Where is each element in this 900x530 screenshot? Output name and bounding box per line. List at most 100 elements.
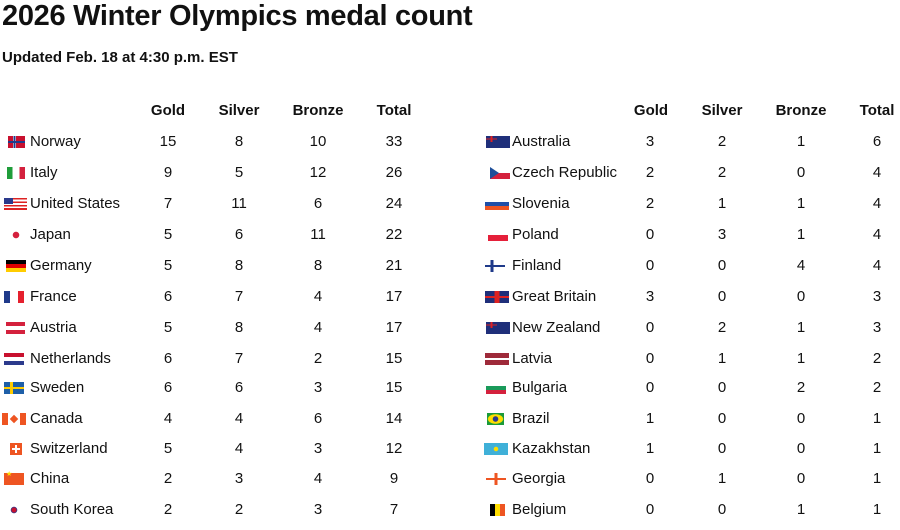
gold-count: 2 [645,195,655,212]
total-count: 1 [872,440,882,457]
table-row: South Korea 2 2 3 7 [0,500,900,520]
germany-flag-icon [6,260,26,272]
georgia-flag-icon [486,473,506,485]
total-count: 15 [385,379,403,396]
header-silver-right: Silver [701,102,743,119]
total-count: 33 [385,133,403,150]
bronze-count: 4 [313,470,323,487]
gold-count: 3 [645,133,655,150]
bronze-count: 4 [313,288,323,305]
silver-count: 6 [234,379,244,396]
belgium-flag-icon [490,504,505,516]
silver-count: 3 [234,470,244,487]
table-row: Georgia 0 1 0 1 [0,469,900,489]
country-name: Australia [512,133,571,150]
table-row: Latvia 0 1 1 2 [0,349,900,369]
bulgaria-flag-icon [486,382,506,394]
total-count: 3 [872,288,882,305]
silver-count: 1 [717,350,727,367]
header-gold-right: Gold [633,102,669,119]
country-name: Latvia [512,350,553,367]
gold-count: 0 [645,319,655,336]
table-row: Canada 4 4 6 14 [0,409,900,429]
great-britain-flag-icon [485,291,509,303]
silver-count: 2 [717,133,727,150]
country-name: Norway [30,133,81,150]
country-name: Japan [30,226,71,243]
country-name: Sweden [30,379,85,396]
silver-count: 1 [717,470,727,487]
header-bronze-left: Bronze [292,102,344,119]
bronze-count: 0 [796,410,806,427]
gold-count: 15 [159,133,177,150]
table-row: Switzerland 5 4 3 12 [0,439,900,459]
silver-count: 8 [234,257,244,274]
bronze-count: 1 [796,133,806,150]
gold-count: 5 [163,319,173,336]
silver-count: 8 [234,133,244,150]
gold-count: 3 [645,288,655,305]
bronze-count: 4 [796,257,806,274]
bronze-count: 0 [796,470,806,487]
total-count: 26 [385,164,403,181]
gold-count: 1 [645,440,655,457]
header-total-right: Total [859,102,895,119]
total-count: 17 [385,319,403,336]
silver-count: 2 [717,319,727,336]
header-silver-left: Silver [218,102,260,119]
header-total-left: Total [376,102,412,119]
table-row: France 6 7 4 17 [0,287,900,307]
usa-flag-icon [4,198,27,210]
bronze-count: 1 [796,501,806,518]
silver-count: 4 [234,440,244,457]
slovenia-flag-icon [485,198,509,210]
table-row: Finland 0 0 4 4 [0,256,900,276]
gold-count: 5 [163,440,173,457]
total-count: 14 [385,410,403,427]
country-name: Netherlands [30,350,111,367]
bronze-count: 8 [313,257,323,274]
bronze-count: 11 [310,226,326,243]
total-count: 4 [872,164,882,181]
bronze-count: 10 [309,133,327,150]
silver-count: 0 [717,501,727,518]
gold-count: 0 [645,226,655,243]
total-count: 4 [872,257,882,274]
total-count: 21 [385,257,403,274]
bronze-count: 2 [313,350,323,367]
total-count: 12 [385,440,403,457]
table-row: Brazil 1 0 0 1 [0,409,900,429]
bronze-count: 0 [796,440,806,457]
country-name: New Zealand [512,319,601,336]
table-row: Belgium 0 0 1 1 [0,500,900,520]
bronze-count: 1 [796,226,806,243]
total-count: 1 [872,470,882,487]
table-row: Germany 5 8 8 21 [0,256,900,276]
country-name: Italy [30,164,58,181]
total-count: 2 [872,350,882,367]
total-count: 6 [872,133,882,150]
table-row: Sweden 6 6 3 15 [0,378,900,398]
gold-count: 6 [163,350,173,367]
total-count: 1 [872,410,882,427]
country-name: Slovenia [512,195,570,212]
switzerland-flag-icon [10,443,22,455]
france-flag-icon [4,291,24,303]
japan-flag-icon [6,229,26,241]
gold-count: 2 [163,501,173,518]
table-row: Netherlands 6 7 2 15 [0,349,900,369]
silver-count: 0 [717,410,727,427]
silver-count: 6 [234,226,244,243]
table-row: Australia 3 2 1 6 [0,132,900,152]
country-name: South Korea [30,501,114,518]
gold-count: 5 [163,257,173,274]
poland-flag-icon [488,229,508,241]
austria-flag-icon [6,322,25,334]
total-count: 17 [385,288,403,305]
table-row: China 2 3 4 9 [0,469,900,489]
header-bronze-right: Bronze [775,102,827,119]
australia-flag-icon [486,136,510,148]
table-row: Poland 0 3 1 4 [0,225,900,245]
silver-count: 5 [234,164,244,181]
silver-count: 7 [234,350,244,367]
